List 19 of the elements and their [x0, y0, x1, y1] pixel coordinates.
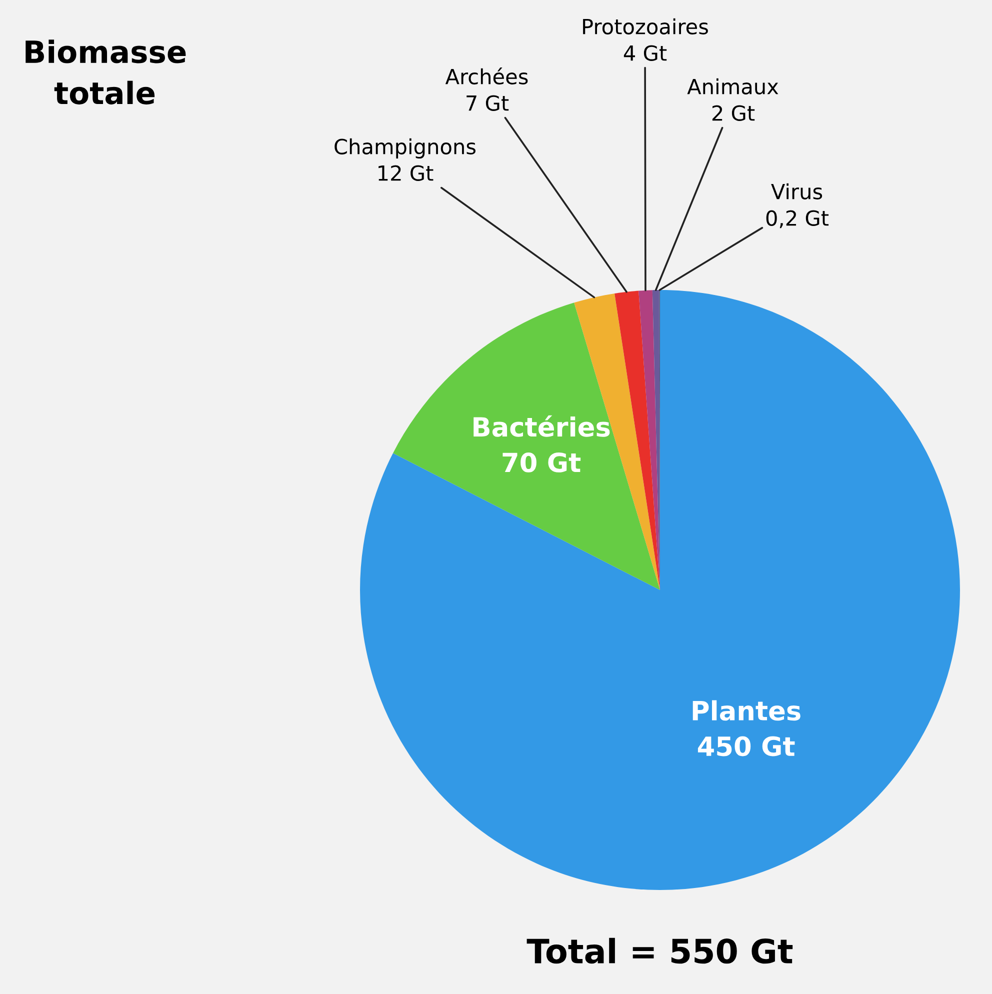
data-label: 12 Gt — [378, 165, 434, 181]
slice-label: Protozoaires — [583, 18, 708, 34]
slice-label: Champignons — [334, 138, 476, 159]
data-label: 7 Gt — [466, 95, 509, 111]
slice-label: Virus — [771, 183, 822, 200]
data-label: 4 Gt — [624, 45, 667, 61]
slice-label: Archées — [445, 68, 528, 84]
slice-label: Plantes — [692, 700, 800, 721]
text: Total = 550 Gt — [526, 938, 793, 964]
data-label: 70 Gt — [502, 452, 581, 472]
data-label: 2 Gt — [712, 105, 755, 121]
data-label: 0,2 Gt — [766, 210, 829, 228]
pie-slice — [393, 302, 660, 590]
pie-slice — [360, 290, 960, 890]
pie-slice — [614, 290, 660, 590]
slice-label: Bactéries — [474, 415, 610, 437]
data-label: 450 Gt — [698, 736, 795, 756]
slice-label: Animaux — [687, 78, 778, 94]
text: Biomasse totale — [26, 40, 186, 104]
